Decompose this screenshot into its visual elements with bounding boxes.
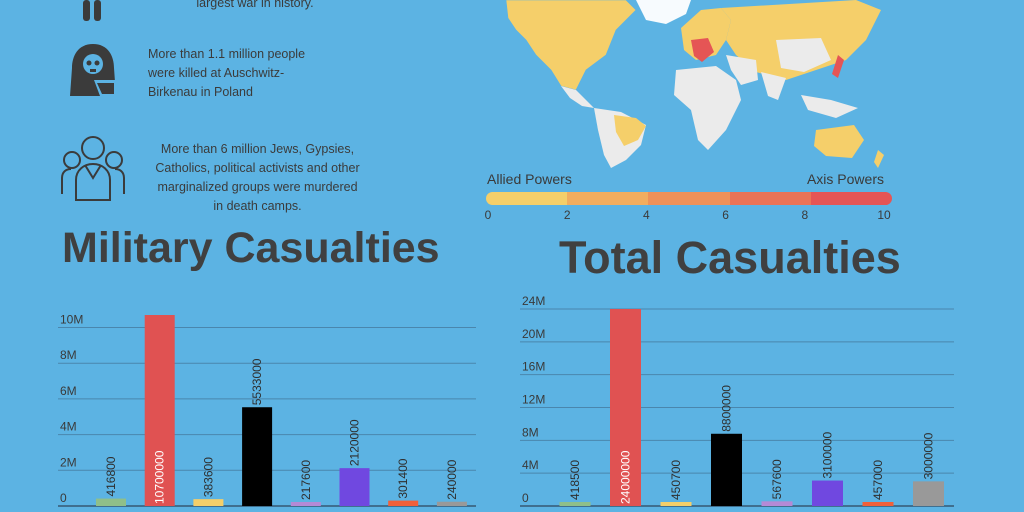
- bar-value-label: 217600: [299, 460, 313, 500]
- group-people-icon: [61, 136, 125, 201]
- y-tick-label: 16M: [522, 360, 545, 374]
- map-central-america: [561, 86, 594, 108]
- y-tick-label: 8M: [60, 348, 77, 362]
- fact-1-line-1: largest war in history.: [196, 0, 314, 10]
- fact-1-text: largest war in history.: [150, 0, 360, 13]
- bar: [242, 407, 273, 506]
- legend-tick-2: 2: [563, 208, 571, 222]
- bar: [339, 468, 370, 506]
- bar: [436, 501, 467, 506]
- map-china: [776, 38, 831, 72]
- total-chart-title: Total Casualties: [559, 232, 901, 283]
- map-australia: [814, 125, 864, 158]
- bar-value-label: 10700000: [153, 450, 167, 504]
- fact-3-line-4: in death camps.: [213, 199, 302, 213]
- legend-tick-10: 10: [877, 208, 891, 222]
- legend-allied-label: Allied Powers: [487, 171, 572, 187]
- bar-value-label: 416800: [104, 456, 118, 496]
- military-chart-title: Military Casualties: [62, 224, 440, 272]
- bar: [862, 502, 894, 506]
- legend-segment-3: [729, 192, 811, 205]
- y-tick-label: 6M: [60, 384, 77, 398]
- map-new-zealand: [874, 150, 884, 168]
- fact-2-line-3: Birkenau in Poland: [148, 85, 253, 99]
- fact-3-text: More than 6 million Jews, Gypsies, Catho…: [140, 140, 375, 216]
- bar: [610, 309, 641, 506]
- y-tick-label: 4M: [522, 458, 539, 472]
- y-tick-label: 12M: [522, 393, 545, 407]
- map-africa: [674, 66, 741, 150]
- fact-2-text: More than 1.1 million people were killed…: [148, 45, 305, 102]
- bar-value-label: 383600: [201, 457, 215, 497]
- map-india: [761, 72, 786, 100]
- bar-value-label: 301400: [396, 458, 410, 498]
- bar-value-label: 2120000: [348, 419, 362, 466]
- y-tick-label: 4M: [60, 420, 77, 434]
- bar: [711, 433, 742, 506]
- map-japan: [832, 55, 844, 78]
- bar-value-label: 457000: [871, 460, 885, 500]
- map-se-asia: [801, 95, 858, 118]
- bar: [144, 315, 175, 506]
- fact-3-line-2: Catholics, political activists and other: [155, 161, 360, 175]
- map-axis-europe: [691, 38, 714, 62]
- bar: [96, 498, 126, 506]
- bar: [660, 502, 692, 506]
- map-middle-east: [726, 55, 758, 85]
- bar-value-label: 418500: [568, 460, 582, 500]
- legend-tick-6: 6: [722, 208, 729, 222]
- map-greenland: [636, 0, 691, 24]
- y-tick-label: 20M: [522, 327, 545, 341]
- legend-segment-0: [486, 192, 568, 205]
- bar-value-label: 240000: [445, 459, 459, 499]
- bar: [388, 500, 419, 506]
- world-map: [505, 0, 884, 168]
- bar-value-label: 24000000: [619, 450, 633, 504]
- bar-value-label: 567600: [770, 459, 784, 499]
- fact-2-line-2: were killed at Auschwitz-: [148, 66, 285, 80]
- map-brazil: [614, 115, 646, 146]
- legend-tick-0: 0: [484, 208, 492, 222]
- legend-tick-4: 4: [643, 208, 650, 222]
- y-tick-label: 0: [522, 491, 529, 505]
- bar: [290, 502, 321, 506]
- fact-3-line-1: More than 6 million Jews, Gypsies,: [160, 142, 355, 156]
- legend-segment-1: [567, 192, 649, 205]
- y-tick-label: 2M: [60, 455, 77, 469]
- bar-value-label: 8800000: [720, 385, 734, 432]
- legend-segment-2: [648, 192, 730, 205]
- bar-value-label: 5533000: [250, 358, 264, 405]
- bar-value-label: 450700: [669, 460, 683, 500]
- legend-segment-4: [810, 192, 892, 205]
- y-tick-label: 8M: [522, 425, 539, 439]
- bar: [812, 480, 843, 506]
- y-tick-label: 0: [60, 491, 67, 505]
- legend-axis-label: Axis Powers: [806, 171, 884, 187]
- bar: [761, 501, 793, 506]
- hooded-skull-icon: [70, 44, 116, 96]
- bar: [559, 502, 591, 506]
- fact-2-line-1: More than 1.1 million people: [148, 47, 306, 61]
- bar-value-label: 3100000: [821, 432, 835, 479]
- y-tick-label: 10M: [60, 312, 83, 326]
- legend-color-scale: [486, 192, 892, 205]
- bar-value-label: 3000000: [922, 432, 936, 479]
- soldier-icon: [83, 0, 101, 21]
- fact-3-line-3: marginalized groups were murdered: [157, 180, 358, 194]
- bar: [193, 499, 224, 506]
- legend-tick-8: 8: [801, 208, 809, 222]
- y-tick-label: 24M: [522, 294, 545, 308]
- bar: [913, 481, 944, 506]
